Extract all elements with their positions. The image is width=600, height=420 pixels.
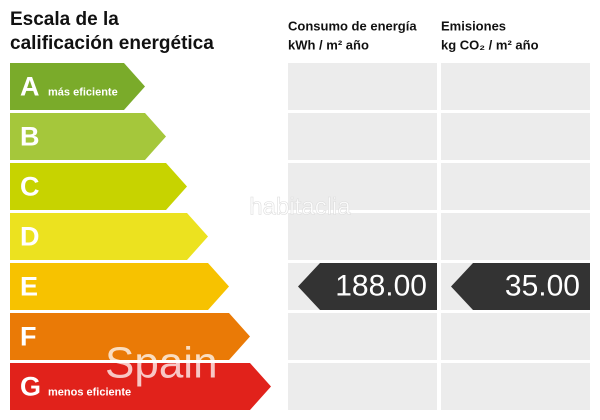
rating-badge bbox=[298, 263, 437, 310]
class-arrow bbox=[10, 313, 250, 360]
class-note: más eficiente bbox=[48, 86, 118, 98]
cell bbox=[441, 63, 590, 110]
class-arrow bbox=[10, 63, 145, 110]
class-letter: B bbox=[20, 122, 40, 152]
column-title: Consumo de energía bbox=[288, 18, 417, 33]
rating-value: 188.00 bbox=[335, 269, 427, 302]
cell bbox=[288, 63, 437, 110]
column-unit: kWh / m² año bbox=[288, 37, 369, 52]
class-letter: C bbox=[20, 172, 40, 202]
class-arrow bbox=[10, 163, 187, 210]
cell bbox=[288, 313, 437, 360]
column-title: Emisiones bbox=[441, 18, 506, 33]
class-letter: A bbox=[20, 72, 40, 102]
cell bbox=[441, 313, 590, 360]
cell bbox=[441, 363, 590, 410]
cell bbox=[288, 163, 437, 210]
title-line: calificación energética bbox=[10, 33, 214, 54]
class-letter: D bbox=[20, 222, 40, 252]
class-arrow bbox=[10, 263, 229, 310]
rating-badge bbox=[451, 263, 590, 310]
class-letter: G bbox=[20, 372, 41, 402]
cell bbox=[441, 213, 590, 260]
class-letter: E bbox=[20, 272, 38, 302]
class-letter: F bbox=[20, 322, 37, 352]
class-arrow bbox=[10, 113, 166, 160]
class-arrow bbox=[10, 213, 208, 260]
title-line: Escala de la bbox=[10, 9, 119, 30]
cell bbox=[288, 213, 437, 260]
cell bbox=[288, 113, 437, 160]
cell bbox=[441, 113, 590, 160]
watermark: Spain bbox=[105, 339, 218, 388]
cell bbox=[441, 163, 590, 210]
class-arrow bbox=[10, 363, 271, 410]
cell bbox=[288, 363, 437, 410]
class-note: menos eficiente bbox=[48, 386, 131, 398]
column-unit: kg CO₂ / m² año bbox=[441, 37, 539, 52]
rating-value: 35.00 bbox=[505, 269, 580, 302]
watermark: habitaclia bbox=[249, 193, 351, 220]
